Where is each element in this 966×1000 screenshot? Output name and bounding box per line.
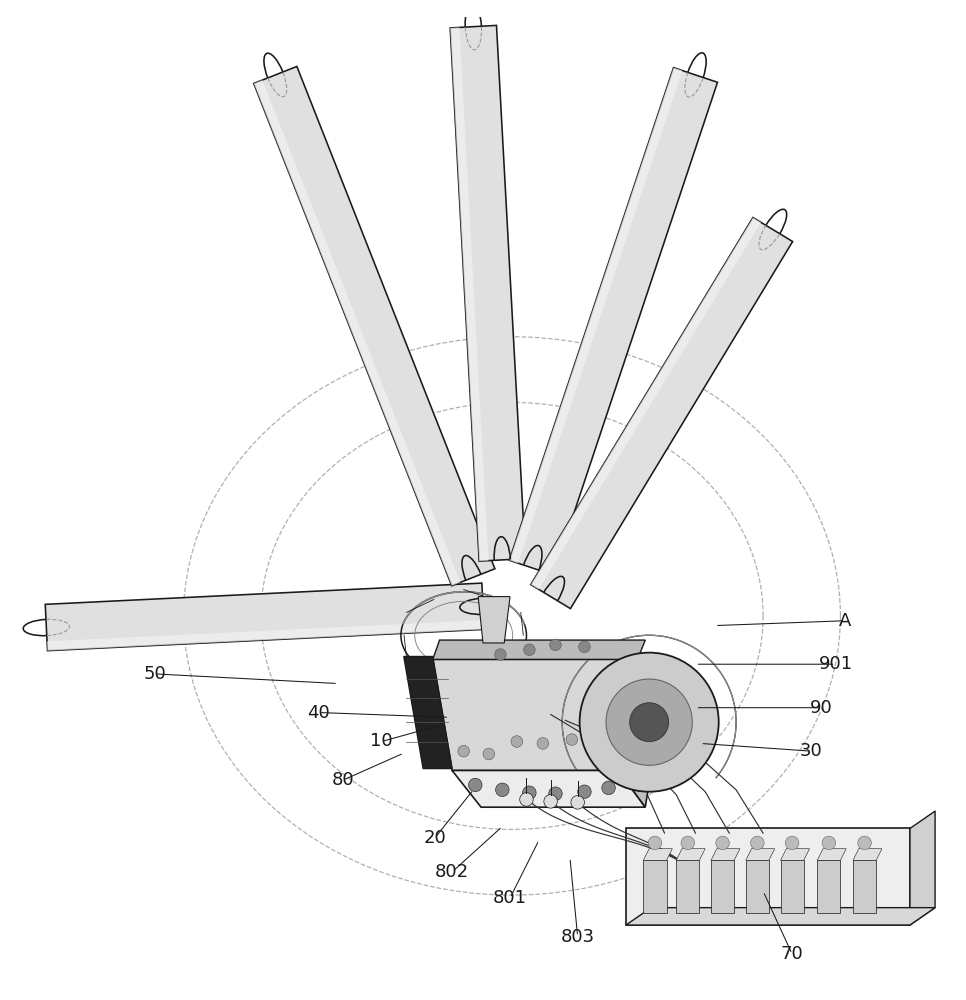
Polygon shape [853,849,882,860]
Polygon shape [626,908,935,925]
Polygon shape [853,860,876,913]
Circle shape [520,793,533,806]
Circle shape [524,644,535,656]
Polygon shape [643,860,667,913]
Circle shape [495,649,506,660]
Text: 70: 70 [781,945,804,963]
Circle shape [579,641,590,653]
Polygon shape [643,849,672,860]
Circle shape [578,785,591,798]
Circle shape [566,734,578,745]
Polygon shape [47,620,484,651]
Circle shape [496,783,509,797]
Circle shape [716,836,729,850]
Circle shape [751,836,764,850]
Polygon shape [450,27,489,561]
Circle shape [469,778,482,792]
Polygon shape [817,860,840,913]
Polygon shape [711,860,734,913]
Polygon shape [450,25,526,561]
Circle shape [537,738,549,749]
Polygon shape [626,828,910,925]
Text: 801: 801 [493,889,527,907]
Polygon shape [530,218,761,589]
Circle shape [571,796,584,809]
Circle shape [549,787,562,800]
Polygon shape [781,860,804,913]
Circle shape [606,679,693,765]
Polygon shape [746,860,769,913]
Polygon shape [509,68,682,563]
Text: 901: 901 [818,655,853,673]
Circle shape [648,836,662,850]
Text: 90: 90 [810,699,833,717]
Text: 30: 30 [800,742,823,760]
Polygon shape [404,656,452,769]
Polygon shape [817,849,846,860]
Polygon shape [676,849,705,860]
Text: 80: 80 [331,771,355,789]
Circle shape [550,639,561,651]
Polygon shape [254,66,495,586]
Polygon shape [711,849,740,860]
Circle shape [681,836,695,850]
Text: 40: 40 [307,704,330,722]
Text: A: A [839,612,851,630]
Text: 10: 10 [370,732,393,750]
Text: 802: 802 [435,863,469,881]
Polygon shape [452,770,645,807]
Polygon shape [781,849,810,860]
Polygon shape [676,860,699,913]
Polygon shape [433,640,645,659]
Polygon shape [910,811,935,925]
Text: 50: 50 [143,665,166,683]
Circle shape [483,748,495,760]
Polygon shape [478,597,510,643]
Polygon shape [254,80,461,586]
Circle shape [822,836,836,850]
Circle shape [580,653,719,792]
Text: 803: 803 [560,928,595,946]
Circle shape [511,736,523,747]
Circle shape [458,745,469,757]
Polygon shape [618,659,665,807]
Polygon shape [509,68,718,575]
Circle shape [785,836,799,850]
Polygon shape [746,849,775,860]
Circle shape [630,703,668,742]
Polygon shape [433,659,638,770]
Text: 20: 20 [423,829,446,847]
Polygon shape [530,218,793,609]
Circle shape [523,786,536,799]
Circle shape [544,795,557,808]
Polygon shape [45,583,484,651]
Circle shape [858,836,871,850]
Circle shape [602,781,615,795]
